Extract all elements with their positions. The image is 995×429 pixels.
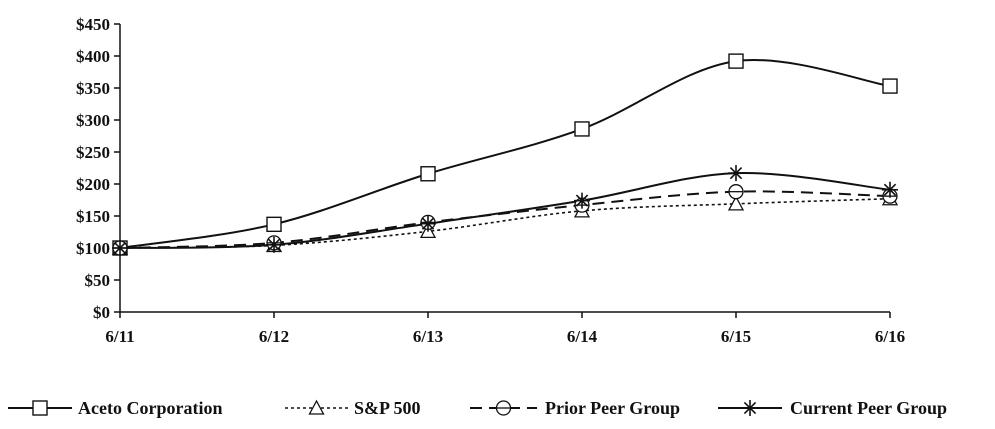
legend-label: Aceto Corporation	[78, 398, 222, 418]
series-2-point	[728, 184, 744, 200]
legend-label: Prior Peer Group	[545, 398, 680, 418]
y-tick-label: $0	[93, 303, 110, 322]
y-tick-label: $450	[76, 15, 110, 34]
series-line-2	[119, 190, 891, 249]
legend-marker	[742, 400, 758, 416]
x-tick-label: 6/12	[259, 327, 289, 346]
legend-item: S&P 500	[285, 398, 421, 418]
legend-item: Aceto Corporation	[8, 398, 222, 418]
legend-marker	[32, 400, 48, 416]
y-tick-label: $400	[76, 47, 110, 66]
series-3-point	[266, 236, 282, 253]
x-tick-label: 6/16	[875, 327, 905, 346]
y-tick-label: $100	[76, 239, 110, 258]
y-tick-label: $300	[76, 111, 110, 130]
series-1-point	[727, 195, 745, 211]
legend-marker	[308, 399, 325, 415]
y-tick-label: $50	[85, 271, 111, 290]
series-3-point	[574, 192, 590, 209]
series-0-point	[882, 78, 898, 94]
legend: Aceto Corporation S&P 500 Prior Peer Group…	[8, 398, 947, 418]
x-tick-label: 6/11	[105, 327, 134, 346]
y-axis: $0 $50 $100 $150 $200 $250 $300 $350 $400 $450	[76, 15, 121, 322]
x-axis: 6/11 6/12 6/13 6/14 6/15 6/16	[105, 311, 905, 346]
series-0-point	[574, 121, 590, 137]
y-tick-label: $250	[76, 143, 110, 162]
series-3-point	[728, 165, 744, 182]
legend-label: Current Peer Group	[790, 398, 947, 418]
series-3-point	[882, 181, 898, 198]
series-line-1	[119, 197, 891, 249]
legend-item: Current Peer Group	[718, 398, 947, 418]
series-line-3	[119, 171, 891, 249]
x-tick-label: 6/13	[413, 327, 443, 346]
y-tick-label: $350	[76, 79, 110, 98]
x-tick-label: 6/14	[567, 327, 598, 346]
x-tick-label: 6/15	[721, 327, 751, 346]
series-0-point	[420, 166, 436, 182]
y-tick-label: $200	[76, 175, 110, 194]
series-line-0	[119, 59, 891, 249]
series-3-point	[112, 240, 128, 256]
legend-item: Prior Peer Group	[470, 398, 680, 418]
series-3-point	[420, 215, 436, 232]
series-lines	[119, 59, 891, 249]
y-tick-label: $150	[76, 207, 110, 226]
series-0-point	[266, 216, 282, 233]
legend-marker	[495, 400, 512, 416]
series-markers	[111, 53, 899, 256]
series-0-point	[728, 53, 744, 69]
legend-label: S&P 500	[354, 398, 421, 418]
